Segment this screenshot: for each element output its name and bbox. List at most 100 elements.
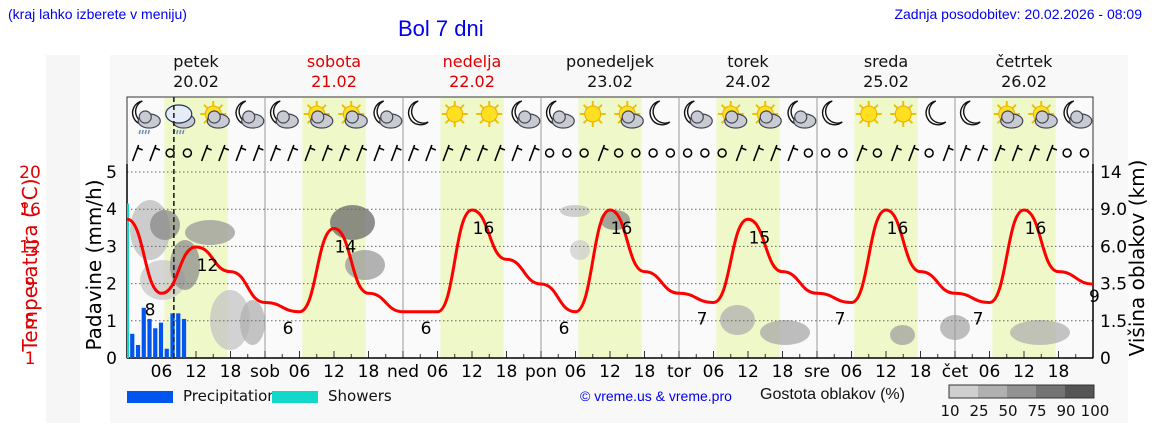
svg-text:2: 2 [106,275,117,295]
sun-cloud-icon [614,101,644,129]
svg-text:6.0: 6.0 [1100,237,1127,257]
svg-text:16: 16 [1025,219,1047,239]
precipitation-label: Precipitation [183,387,277,405]
showers-swatch [272,390,318,403]
cloud-density-blob [240,300,265,345]
svg-text:pon: pon [525,362,557,382]
day-date: 21.02 [311,72,357,91]
weather-icons [131,100,1093,135]
svg-text:12: 12 [461,362,483,382]
day-date: 20.02 [173,72,219,91]
moon-cloud-icon [787,100,817,129]
day-name: četrtek [995,52,1053,71]
svg-text:06: 06 [151,362,173,382]
day-header-0: petek 20.02 [131,52,261,92]
svg-text:6: 6 [283,319,294,339]
cloud-density-blob [170,240,200,290]
svg-text:06: 06 [979,362,1001,382]
day-name: torek [727,52,769,71]
sun-icon [476,101,503,127]
day-header-2: nedelja 22.02 [407,52,537,92]
moon-icon [407,100,429,126]
svg-text:06: 06 [289,362,311,382]
day-name: sobota [306,52,362,71]
cloud-density-blob [1010,320,1070,345]
svg-text:Temperatura (°C): Temperatura (°C) [18,178,42,352]
day-date: 22.02 [449,72,495,91]
day-date: 26.02 [1001,72,1047,91]
svg-text:12: 12 [185,362,207,382]
moon-icon [821,100,843,126]
precipitation-bar [164,348,169,358]
svg-text:7: 7 [835,310,846,330]
moon-cloud-icon [269,100,299,129]
legend-precipitation: Precipitation [127,387,277,405]
svg-text:9: 9 [25,275,36,295]
svg-text:25: 25 [969,402,988,420]
svg-text:15: 15 [749,228,771,248]
precipitation-bar [170,313,175,358]
moon-cloud-rain-icon [131,100,161,135]
page-title: Bol 7 dni [398,16,484,41]
svg-text:9.0: 9.0 [1100,200,1127,220]
last-update: Zadnja posodobitev: 20.02.2026 - 08:09 [894,6,1142,22]
svg-text:sre: sre [804,362,830,382]
left-axis-panel [46,55,80,423]
sun-cloud-icon [1028,101,1058,129]
precipitation-bar [181,318,187,358]
day-date: 23.02 [587,72,633,91]
svg-text:12: 12 [875,362,897,382]
precipitation-bar [147,318,152,358]
moon-icon [649,100,671,126]
svg-text:Višina oblakov (km): Višina oblakov (km) [1125,160,1149,357]
precipitation-bar [141,307,146,358]
svg-text:16: 16 [887,219,909,239]
sun-icon [579,101,606,127]
moon-cloud-icon [683,100,713,129]
moon-cloud-icon [235,100,265,129]
svg-text:7: 7 [697,310,708,330]
precipitation-bar [130,333,135,358]
day-header-4: torek 24.02 [683,52,813,92]
sun-cloud-icon [338,101,368,129]
temperature-line [126,208,1094,314]
day-date: 25.02 [863,72,909,91]
svg-text:50: 50 [998,402,1017,420]
svg-text:12: 12 [599,362,621,382]
svg-text:18: 18 [634,362,656,382]
precipitation-bar [153,328,158,358]
cloud-density-blob [570,240,590,260]
svg-text:16: 16 [611,219,633,239]
day-name: sreda [863,52,909,71]
cloud-density-label: Gostota oblakov (%) [760,386,905,403]
day-header-6: četrtek 26.02 [959,52,1089,92]
svg-text:12: 12 [323,362,345,382]
moon-icon [925,100,947,126]
svg-text:5: 5 [106,163,117,183]
svg-text:06: 06 [565,362,587,382]
svg-text:6: 6 [559,319,570,339]
location-hint: (kraj lahko izberete v meniju) [8,6,187,22]
svg-text:18: 18 [220,362,242,382]
svg-text:4: 4 [106,200,117,220]
day-name: nedelja [442,52,502,71]
svg-text:14: 14 [335,238,357,258]
moon-cloud-icon [1063,100,1093,129]
precipitation-bar [176,313,181,358]
moon-cloud-icon [373,100,403,129]
svg-text:10: 10 [940,402,959,420]
sun-icon [855,101,882,127]
cloud-density-blob [760,320,810,345]
cloud-density-blob [185,220,235,245]
svg-text:6: 6 [421,319,432,339]
credit-link[interactable]: © vreme.us & vreme.pro [580,388,732,404]
moon-cloud-icon [511,100,541,129]
precipitation-bar [135,344,141,358]
svg-text:ned: ned [387,362,419,382]
svg-text:0: 0 [1100,349,1111,369]
svg-text:18: 18 [1048,362,1070,382]
cloud-density-blob [150,210,180,240]
svg-text:čet: čet [942,362,969,382]
sun-icon [441,101,468,127]
